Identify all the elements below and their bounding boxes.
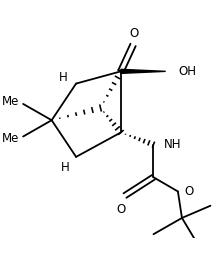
Text: OH: OH: [178, 65, 196, 78]
Polygon shape: [121, 69, 166, 73]
Text: H: H: [61, 161, 69, 174]
Text: O: O: [117, 203, 126, 216]
Text: O: O: [129, 27, 139, 40]
Text: H: H: [59, 71, 67, 84]
Text: NH: NH: [164, 138, 181, 151]
Text: Me: Me: [2, 132, 20, 145]
Text: Me: Me: [2, 95, 20, 108]
Text: O: O: [184, 185, 193, 198]
